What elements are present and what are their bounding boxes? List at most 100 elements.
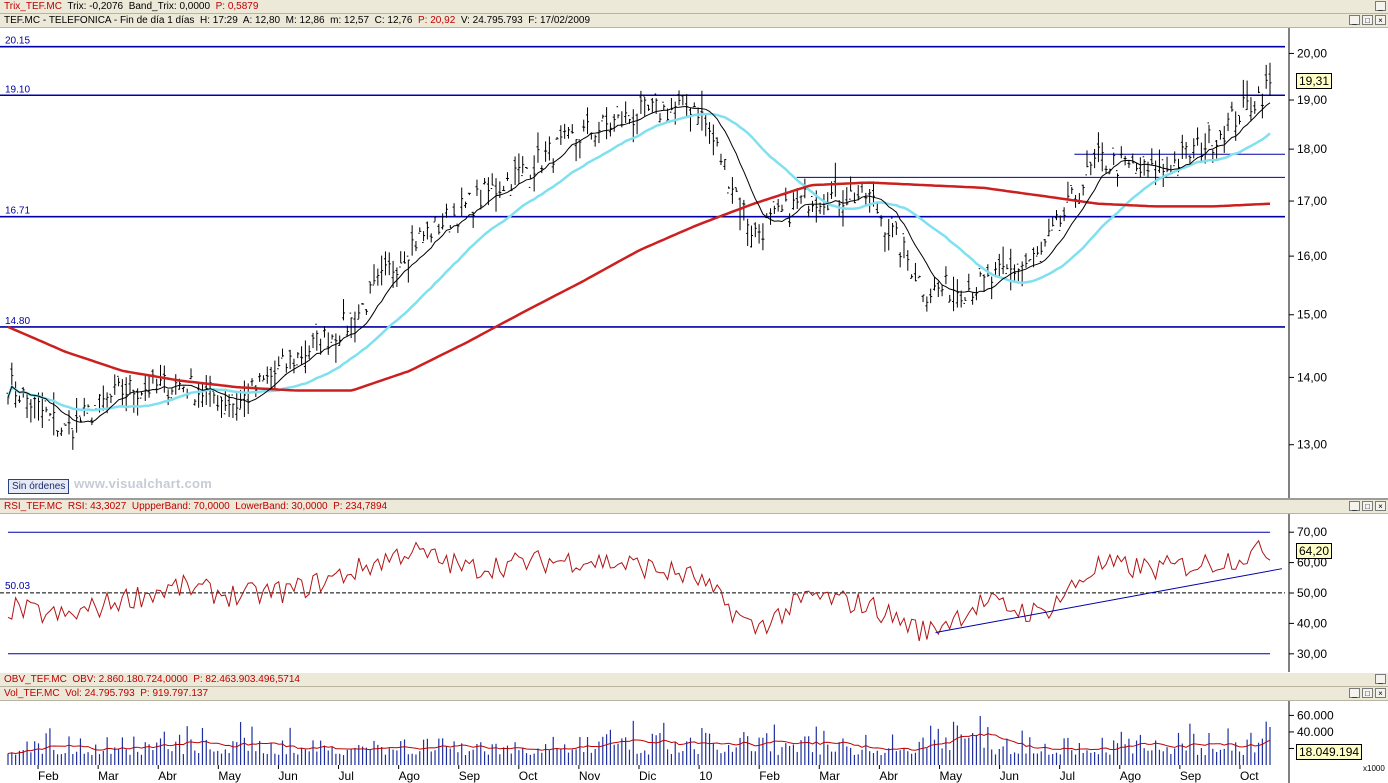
close-icon[interactable]: × bbox=[1375, 15, 1386, 25]
x-tick-label: Jul bbox=[1060, 769, 1075, 783]
x-tick-label: Dic bbox=[639, 769, 656, 783]
rsi-chart[interactable]: 70,00 60,00 50,00 40,00 30,00 50.03 bbox=[0, 514, 1388, 672]
price-tick-label: 17,00 bbox=[1297, 194, 1327, 208]
obv-titlebar: OBV_TEF.MC OBV: 2.860.180.724,0000 P: 82… bbox=[0, 673, 1388, 687]
x-tick-label: Feb bbox=[38, 769, 59, 783]
x-tick-label: May bbox=[939, 769, 962, 783]
watermark: www.visualchart.com bbox=[74, 476, 213, 491]
x-tick-label: Mar bbox=[98, 769, 119, 783]
x-tick-label: Mar bbox=[819, 769, 840, 783]
rsi-p: P: 234,7894 bbox=[333, 501, 388, 512]
minimize-icon[interactable]: _ bbox=[1349, 688, 1360, 698]
trix-window-buttons: _ bbox=[1375, 1, 1386, 11]
trix-value: Trix: -0,2076 bbox=[67, 1, 124, 12]
rsi-window-buttons: _ □ × bbox=[1349, 501, 1386, 511]
price-chart[interactable]: 20,00 19,00 18,00 17,00 16,00 15,00 14,00 13,00… bbox=[0, 28, 1388, 498]
close-icon[interactable]: × bbox=[1375, 501, 1386, 511]
rsi-tick-label: 50,00 bbox=[1297, 586, 1327, 600]
x-tick-label: Feb bbox=[759, 769, 780, 783]
no-orders-badge[interactable]: Sin órdenes bbox=[8, 479, 70, 494]
vol-tick-label: 40.000 bbox=[1297, 725, 1334, 739]
price-tick-label: 19,00 bbox=[1297, 93, 1327, 107]
x-tick-label: Oct bbox=[519, 769, 538, 783]
price-legend: TEF.MC - TELEFONICA - Fin de día 1 días … bbox=[4, 15, 590, 26]
x-tick-label: Abr bbox=[879, 769, 898, 783]
close-label: C: 12,76 bbox=[374, 15, 413, 26]
trix-titlebar: Trix_TEF.MC Trix: -0,2076 Band_Trix: 0,0… bbox=[0, 0, 1388, 14]
x-tick-label: Abr bbox=[158, 769, 177, 783]
x-tick-label: Sep bbox=[1180, 769, 1202, 783]
price-tick-label: 16,00 bbox=[1297, 249, 1327, 263]
maximize-icon[interactable]: □ bbox=[1362, 688, 1373, 698]
trix-p: P: 0,5879 bbox=[215, 1, 259, 12]
close-icon[interactable]: × bbox=[1375, 688, 1386, 698]
p-label: P: 20,92 bbox=[418, 15, 456, 26]
obv-p: P: 82.463.903.496,5714 bbox=[193, 674, 300, 685]
ticker-label: TEF.MC - TELEFONICA - Fin de día 1 días bbox=[4, 15, 195, 26]
rsi-upper: UppperBand: 70,0000 bbox=[131, 501, 230, 512]
horizontal-level-label: 20.15 bbox=[5, 36, 30, 47]
obv-legend: OBV_TEF.MC OBV: 2.860.180.724,0000 P: 82… bbox=[4, 674, 300, 685]
volume-chart[interactable]: 60.00040.00020.000FebMarAbrMayJunJulAgoS… bbox=[0, 701, 1388, 783]
ma-mid-line bbox=[6, 112, 1271, 412]
maximize-icon[interactable]: □ bbox=[1362, 501, 1373, 511]
minimize-icon[interactable]: _ bbox=[1375, 1, 1386, 11]
horizontal-level-label: 14.80 bbox=[5, 316, 30, 327]
rsi-last-box: 64,20 bbox=[1296, 543, 1333, 559]
price-titlebar: TEF.MC - TELEFONICA - Fin de día 1 días … bbox=[0, 14, 1388, 28]
minimize-icon[interactable]: _ bbox=[1375, 674, 1386, 684]
vol-value: Vol: 24.795.793 bbox=[65, 688, 135, 699]
x-tick-label: Sep bbox=[459, 769, 481, 783]
ma-long-line bbox=[7, 181, 1271, 392]
trix-band: Band_Trix: 0,0000 bbox=[128, 1, 211, 12]
x-tick-label: May bbox=[218, 769, 241, 783]
x-tick-label: Jun bbox=[278, 769, 297, 783]
price-tick-label: 13,00 bbox=[1297, 438, 1327, 452]
vol-window-buttons: _ □ × bbox=[1349, 688, 1386, 698]
rsi-lower: LowerBand: 30,0000 bbox=[235, 501, 328, 512]
obv-name: OBV_TEF.MC bbox=[4, 674, 67, 685]
rsi-line bbox=[7, 539, 1271, 642]
rsi-tick-label: 30,00 bbox=[1297, 647, 1327, 661]
x-tick-label: Nov bbox=[579, 769, 600, 783]
obv-window-buttons: _ bbox=[1375, 674, 1386, 684]
date-label: F: 17/02/2009 bbox=[528, 15, 591, 26]
low-label: m: 12,57 bbox=[330, 15, 370, 26]
price-tick-label: 20,00 bbox=[1297, 46, 1327, 60]
obv-value: OBV: 2.860.180.724,0000 bbox=[72, 674, 188, 685]
open-label: A: 12,80 bbox=[242, 15, 281, 26]
price-tick-label: 18,00 bbox=[1297, 142, 1327, 156]
vol-name: Vol_TEF.MC bbox=[4, 688, 60, 699]
rsi-level-label: 50.03 bbox=[5, 581, 30, 592]
rsi-legend: RSI_TEF.MC RSI: 43,3027 UppperBand: 70,0… bbox=[4, 501, 387, 512]
time-label: H: 17:29 bbox=[200, 15, 238, 26]
vol-legend: Vol_TEF.MC Vol: 24.795.793 P: 919.797.13… bbox=[4, 688, 208, 699]
rsi-tick-label: 40,00 bbox=[1297, 616, 1327, 630]
rsi-trendline bbox=[935, 568, 1283, 634]
volume-ma-line bbox=[7, 733, 1271, 755]
horizontal-level-label: 16.71 bbox=[5, 206, 30, 217]
vol-multiplier: x1000 bbox=[1363, 764, 1385, 773]
minimize-icon[interactable]: _ bbox=[1349, 501, 1360, 511]
volume-label: V: 24.795.793 bbox=[460, 15, 523, 26]
x-tick-label: Jun bbox=[1000, 769, 1019, 783]
x-tick-label: Oct bbox=[1240, 769, 1259, 783]
rsi-name: RSI_TEF.MC bbox=[4, 501, 63, 512]
minimize-icon[interactable]: _ bbox=[1349, 15, 1360, 25]
rsi-titlebar: RSI_TEF.MC RSI: 43,3027 UppperBand: 70,0… bbox=[0, 500, 1388, 514]
price-window-buttons: _ □ × bbox=[1349, 15, 1386, 25]
vol-titlebar: Vol_TEF.MC Vol: 24.795.793 P: 919.797.13… bbox=[0, 687, 1388, 701]
x-tick-label: Ago bbox=[399, 769, 421, 783]
high-label: M: 12,86 bbox=[285, 15, 325, 26]
panel-separator[interactable] bbox=[0, 498, 1388, 500]
x-tick-label: 10 bbox=[699, 769, 713, 783]
x-tick-label: Jul bbox=[339, 769, 354, 783]
trix-legend: Trix_TEF.MC Trix: -0,2076 Band_Trix: 0,0… bbox=[4, 1, 258, 12]
trix-name: Trix_TEF.MC bbox=[4, 1, 62, 12]
rsi-value: RSI: 43,3027 bbox=[67, 501, 127, 512]
x-tick-label: Ago bbox=[1120, 769, 1142, 783]
maximize-icon[interactable]: □ bbox=[1362, 15, 1373, 25]
rsi-tick-label: 60,00 bbox=[1297, 556, 1327, 570]
horizontal-level-label: 19.10 bbox=[5, 84, 30, 95]
rsi-tick-label: 70,00 bbox=[1297, 525, 1327, 539]
